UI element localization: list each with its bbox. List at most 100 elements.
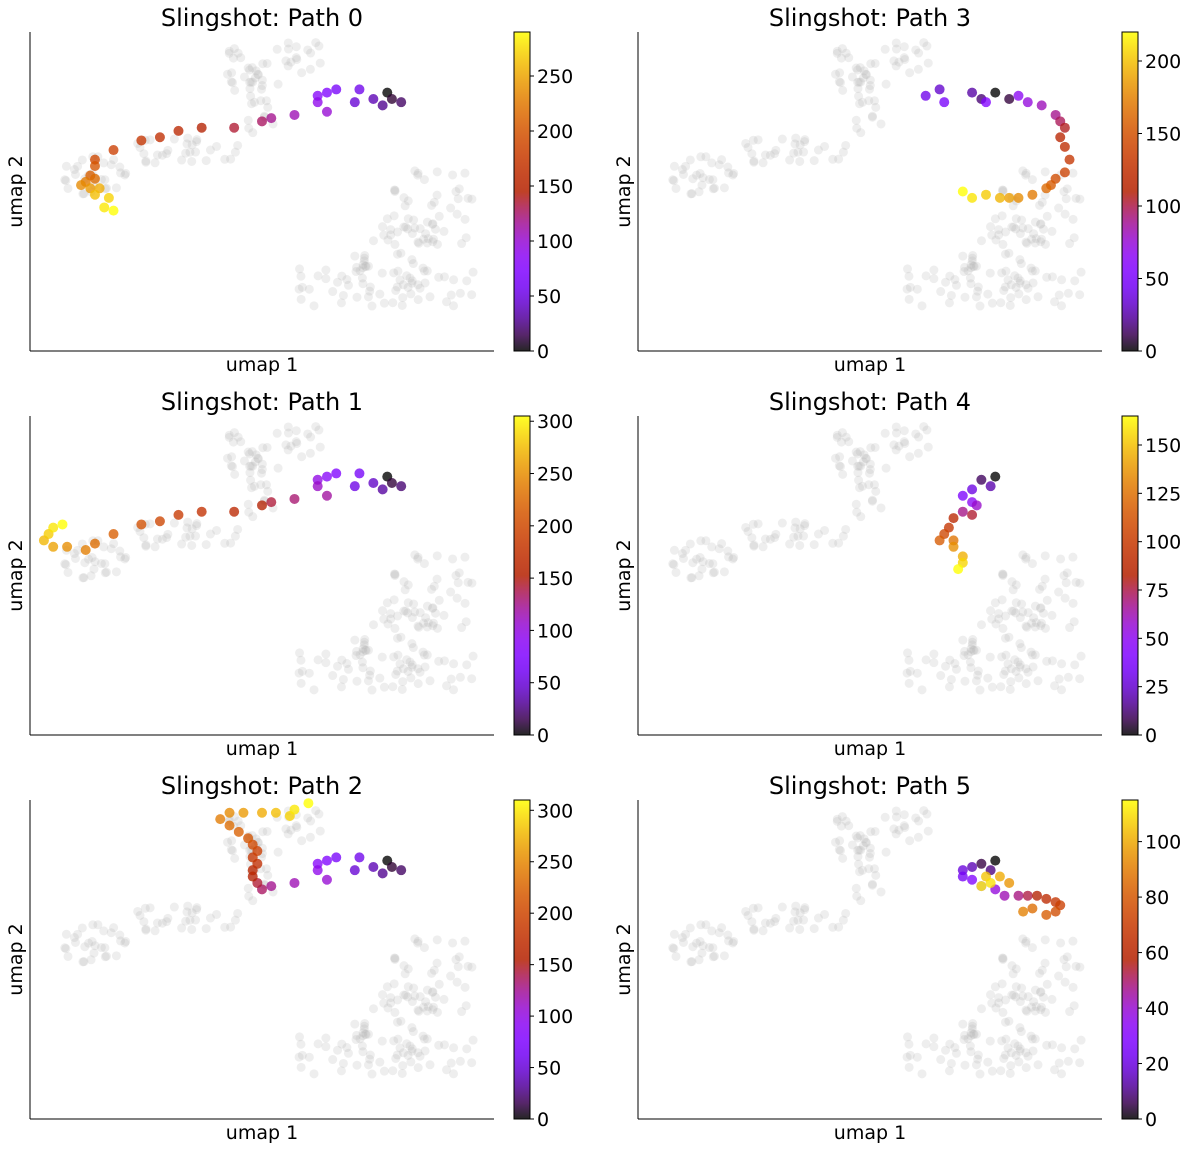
- background-point: [994, 993, 1004, 1003]
- background-point: [405, 657, 415, 667]
- background-point: [77, 923, 87, 933]
- background-point: [361, 1029, 371, 1039]
- background-point: [760, 534, 770, 544]
- background-point: [388, 298, 398, 308]
- path-point: [1064, 154, 1075, 165]
- background-point: [854, 461, 864, 471]
- background-point: [1023, 1051, 1033, 1061]
- background-point: [969, 645, 979, 655]
- background-point: [1006, 664, 1016, 674]
- background-point: [413, 552, 423, 562]
- path-point: [386, 93, 397, 104]
- background-point: [913, 448, 923, 458]
- background-point: [685, 539, 695, 549]
- background-point: [77, 155, 87, 165]
- background-point: [793, 915, 803, 925]
- path-point: [266, 497, 277, 508]
- background-point: [69, 933, 79, 943]
- background-point: [1010, 1039, 1020, 1049]
- background-point: [449, 685, 459, 695]
- path-point: [321, 490, 332, 501]
- background-point: [950, 275, 960, 285]
- background-point: [1021, 295, 1031, 305]
- background-point: [960, 292, 970, 302]
- background-point: [248, 77, 258, 87]
- background-point: [919, 38, 929, 48]
- background-point: [758, 158, 768, 168]
- background-point: [749, 925, 759, 935]
- background-point: [1031, 1002, 1041, 1012]
- background-point: [831, 837, 841, 847]
- background-point: [971, 292, 981, 302]
- background-point: [246, 77, 256, 87]
- background-point: [246, 461, 256, 471]
- colorbar-tick-label: 20: [1145, 1054, 1169, 1076]
- path-point: [967, 509, 978, 520]
- background-point: [991, 619, 1001, 629]
- background-point: [368, 620, 378, 630]
- path-point: [934, 84, 945, 95]
- panel-path-5: Slingshot: Path 5 umap 1 umap 2 0 20 40 60 80 10…: [608, 768, 1181, 1144]
- background-point: [248, 128, 258, 138]
- background-point: [891, 38, 901, 48]
- colorbar-tick-label: 100: [537, 1006, 573, 1028]
- background-point: [367, 685, 377, 695]
- background-point: [230, 531, 240, 541]
- path-point: [257, 807, 267, 818]
- background-point: [960, 1030, 970, 1040]
- background-point: [192, 521, 202, 531]
- background-point: [921, 1039, 931, 1049]
- background-point: [1007, 961, 1017, 971]
- background-point: [1047, 1040, 1057, 1050]
- background-point: [281, 824, 291, 834]
- path-point: [154, 132, 165, 143]
- background-point: [968, 251, 978, 261]
- chart-title: Slingshot: Path 4: [769, 388, 971, 416]
- background-point: [861, 70, 871, 80]
- background-point: [671, 567, 681, 577]
- background-point: [191, 147, 201, 157]
- background-point: [352, 1030, 362, 1040]
- background-point: [867, 496, 877, 506]
- background-point: [422, 622, 432, 632]
- background-point: [295, 648, 305, 658]
- background-point: [140, 903, 150, 913]
- background-point: [379, 614, 389, 624]
- background-point: [975, 301, 985, 311]
- path-point: [257, 500, 267, 511]
- background-point: [1009, 990, 1019, 1000]
- path-point: [368, 477, 379, 488]
- background-point: [997, 268, 1007, 278]
- background-point: [392, 633, 402, 643]
- background-point: [828, 538, 838, 548]
- background-point: [869, 96, 879, 106]
- background-point: [460, 982, 470, 992]
- background-point: [365, 670, 375, 680]
- background-point: [1062, 568, 1072, 578]
- background-point: [226, 922, 236, 932]
- background-point: [409, 215, 419, 225]
- background-point: [853, 461, 863, 471]
- background-point: [233, 908, 243, 918]
- background-point: [719, 183, 729, 193]
- background-point: [272, 428, 282, 438]
- background-point: [708, 184, 718, 194]
- background-point: [60, 943, 70, 953]
- background-point: [294, 1052, 304, 1062]
- background-point: [446, 971, 456, 981]
- background-point: [1003, 659, 1013, 669]
- background-point: [230, 853, 240, 863]
- background-point: [375, 673, 385, 683]
- background-point: [359, 253, 369, 263]
- background-point: [177, 155, 187, 165]
- background-point: [854, 91, 864, 101]
- background-point: [963, 650, 973, 660]
- background-point: [379, 1066, 389, 1076]
- background-point: [950, 1043, 960, 1053]
- background-point: [227, 846, 237, 856]
- background-point: [828, 154, 838, 164]
- background-point: [998, 953, 1008, 963]
- background-point: [243, 63, 253, 73]
- path-point: [1041, 909, 1052, 920]
- background-point: [967, 1021, 977, 1031]
